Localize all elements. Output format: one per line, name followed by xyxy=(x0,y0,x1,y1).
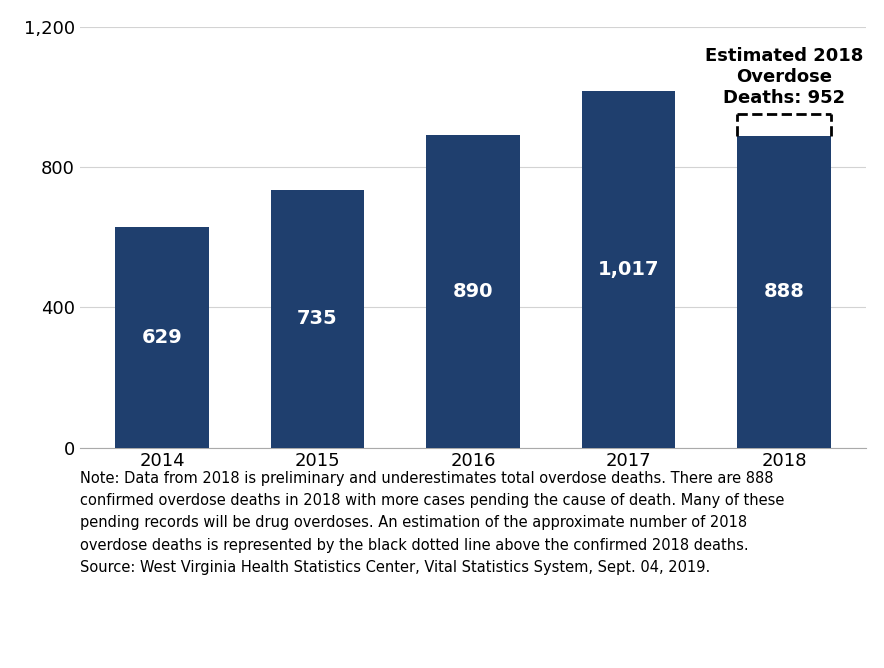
Text: 735: 735 xyxy=(297,309,338,328)
Text: 890: 890 xyxy=(453,282,493,301)
Bar xyxy=(426,136,520,448)
Bar xyxy=(271,190,364,448)
Text: 1,017: 1,017 xyxy=(598,260,659,279)
Text: Note: Data from 2018 is preliminary and underestimates total overdose deaths. Th: Note: Data from 2018 is preliminary and … xyxy=(80,471,784,574)
Bar xyxy=(582,91,675,448)
Bar xyxy=(115,227,209,448)
Bar xyxy=(737,136,831,448)
Text: Estimated 2018
Overdose
Deaths: 952: Estimated 2018 Overdose Deaths: 952 xyxy=(705,47,863,107)
Text: 888: 888 xyxy=(764,283,804,301)
Text: 629: 629 xyxy=(141,328,182,347)
